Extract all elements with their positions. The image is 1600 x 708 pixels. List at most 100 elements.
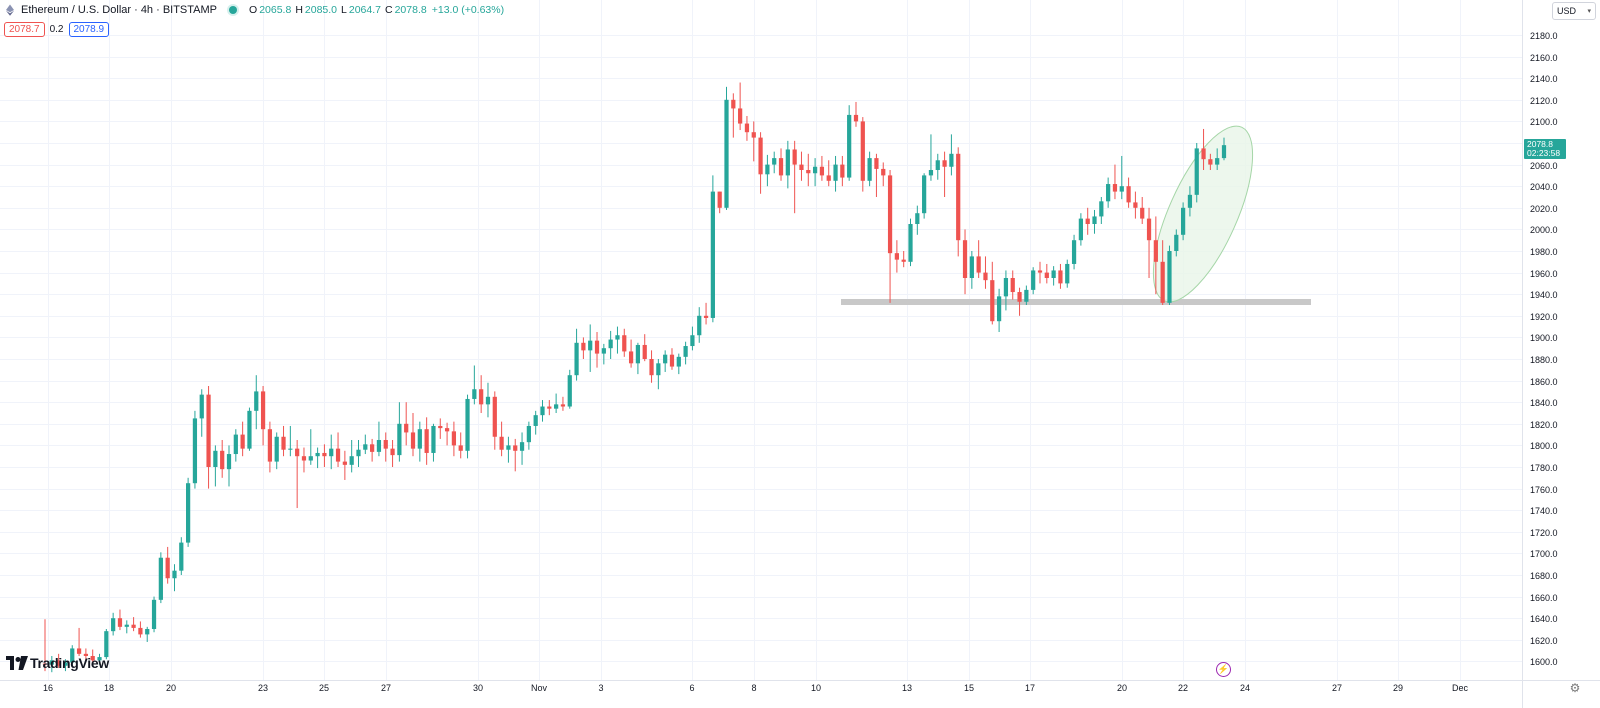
candle-body (179, 542, 184, 571)
candle-body (158, 557, 163, 600)
candle (540, 400, 545, 422)
support-line[interactable] (841, 299, 1311, 305)
candle (560, 396, 566, 411)
candle (996, 288, 1002, 332)
candle-body (301, 456, 307, 461)
candle (1126, 177, 1131, 208)
price-axis-label: 1920.0 (1530, 312, 1558, 322)
price-axis-label: 2180.0 (1530, 31, 1558, 41)
candle-body (1051, 270, 1056, 278)
tradingview-logo[interactable]: TradingView (6, 655, 109, 671)
candle (349, 440, 354, 473)
candle (226, 445, 232, 487)
candle (676, 353, 681, 375)
price-axis-label: 1800.0 (1530, 441, 1558, 451)
candle (690, 326, 695, 351)
candle (335, 432, 341, 467)
candle (1106, 177, 1111, 208)
candle-body (1167, 251, 1172, 303)
candle (1065, 259, 1070, 288)
candle (1160, 240, 1165, 305)
candle (424, 417, 429, 465)
candle-body (697, 315, 702, 336)
candle-body (690, 335, 695, 347)
candle (1140, 197, 1145, 224)
candle-body (226, 454, 232, 470)
candle (935, 153, 940, 180)
price-axis-label: 1880.0 (1530, 355, 1558, 365)
candle-body (172, 570, 177, 579)
open-key: O (249, 4, 258, 16)
candle (315, 447, 320, 469)
candle (1099, 197, 1104, 224)
candle-body (908, 224, 913, 262)
last-price-tag: 2078.8 02:23:58 (1524, 139, 1566, 159)
candle (1112, 164, 1118, 200)
price-axis[interactable]: 1600.0 1620.0 1640.0 1660.0 1680.0 1700.0 1720… (1530, 31, 1558, 667)
candle-body (996, 296, 1002, 322)
lightning-icon[interactable]: ⚡ (1216, 662, 1231, 677)
candle-body (656, 363, 661, 376)
candle (601, 343, 606, 365)
candle-body (288, 448, 293, 450)
candle (615, 326, 620, 354)
candle (329, 434, 334, 470)
candle (1058, 263, 1063, 289)
candle (410, 413, 416, 457)
sell-button[interactable]: 2078.7 (4, 22, 45, 37)
candle (744, 116, 750, 141)
candle-body (151, 599, 157, 629)
candle (942, 151, 947, 197)
candle (1010, 270, 1015, 300)
candle (1044, 263, 1049, 284)
candle (124, 620, 129, 634)
candle-body (1119, 186, 1124, 192)
candle (444, 422, 450, 446)
candle-body (220, 450, 225, 470)
chevron-down-icon: ▾ (1587, 8, 1591, 15)
candle (1215, 148, 1220, 170)
price-axis-label: 1960.0 (1530, 269, 1558, 279)
candle-body (49, 660, 54, 665)
symbol-title[interactable]: Ethereum / U.S. Dollar · 4h · BITSTAMP (21, 4, 218, 16)
candle-body (397, 423, 402, 456)
chart-legend: Ethereum / U.S. Dollar · 4h · BITSTAMP O… (4, 4, 504, 16)
candle (472, 365, 477, 405)
candle (260, 386, 266, 446)
candle (887, 170, 893, 303)
candle-body (492, 396, 497, 437)
price-axis-label: 2060.0 (1530, 161, 1558, 171)
candle (151, 596, 157, 633)
candle (1037, 261, 1043, 284)
candle (928, 134, 934, 181)
candle-body (676, 356, 681, 367)
candle (819, 155, 825, 181)
candle-body (601, 348, 606, 354)
candle (574, 328, 579, 381)
candle-body (751, 132, 756, 138)
candle-body (90, 656, 95, 661)
candle-body (465, 398, 470, 451)
candle-body (1092, 216, 1097, 224)
time-axis-label: 3 (598, 683, 603, 693)
candle-body (308, 456, 313, 461)
ohlc-values: O 2065.8 H 2085.0 L 2064.7 C 2078.8 +13.… (247, 4, 504, 16)
candle-body (922, 175, 927, 214)
candle-body (1201, 148, 1206, 160)
market-status-dot[interactable] (229, 6, 238, 14)
candle-body (560, 404, 566, 407)
candle (567, 369, 572, 409)
candle-body (70, 648, 75, 663)
candle-body (983, 272, 988, 281)
time-axis[interactable]: 16 18 20 23 25 27 30 Nov 3 6 8 10 13 15 17 20 22 24 27 29 De… (43, 683, 1469, 693)
currency-selector[interactable]: USD ▾ (1552, 2, 1596, 20)
buy-button[interactable]: 2078.9 (68, 22, 110, 37)
time-axis-label: 16 (43, 683, 53, 693)
gear-icon[interactable]: ⚙ (1569, 681, 1581, 695)
price-axis-label: 1940.0 (1530, 290, 1558, 300)
candle-body (1017, 292, 1022, 302)
candle-body (574, 342, 579, 376)
candle-body (131, 624, 136, 628)
candle-body (335, 448, 341, 462)
